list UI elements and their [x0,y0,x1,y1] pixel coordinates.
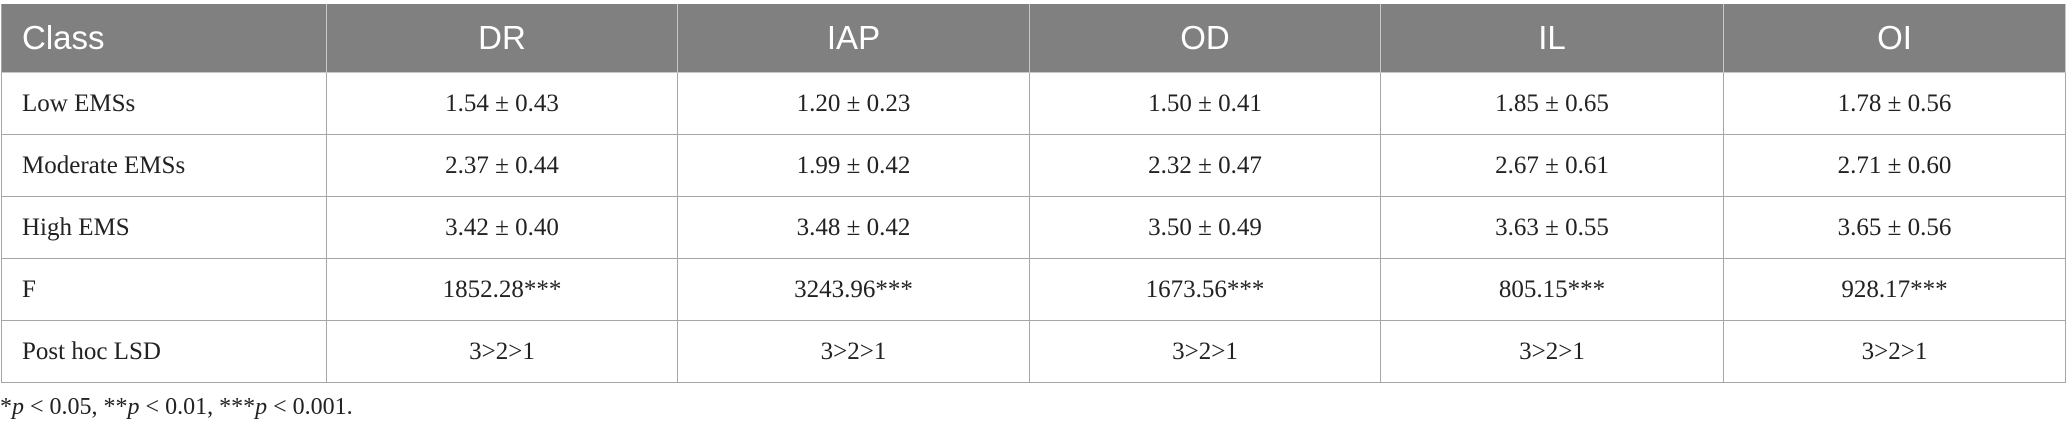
table-cell: 1.78 ± 0.56 [1724,73,2066,135]
table-cell: 1.54 ± 0.43 [327,73,678,135]
table-cell: 1852.28*** [327,259,678,321]
table-cell: 3.48 ± 0.42 [678,197,1030,259]
table-cell: 2.71 ± 0.60 [1724,135,2066,197]
table-cell: 3.63 ± 0.55 [1381,197,1724,259]
footnote: *p < 0.05, **p < 0.01, ***p < 0.001. [0,394,353,421]
table-cell: 805.15*** [1381,259,1724,321]
footnote-part: < 0.05, ** [24,394,128,420]
table-cell: 3>2>1 [327,321,678,383]
header-cell: IAP [678,4,1030,73]
table-cell: F [1,259,327,321]
table-cell: Low EMSs [1,73,327,135]
header-cell: Class [1,4,327,73]
table-cell: 3243.96*** [678,259,1030,321]
table-cell: 3.65 ± 0.56 [1724,197,2066,259]
table-cell: 3>2>1 [678,321,1030,383]
table-cell: 1.85 ± 0.65 [1381,73,1724,135]
table-cell: 3>2>1 [1381,321,1724,383]
footnote-part: < 0.01, *** [139,394,256,420]
table-cell: 2.67 ± 0.61 [1381,135,1724,197]
footnote-part: p [255,394,268,420]
table-cell: 2.32 ± 0.47 [1030,135,1381,197]
footnote-part: p [127,394,140,420]
header-cell: DR [327,4,678,73]
footnote-part: * [0,394,12,420]
footnote-part: < 0.001. [267,394,353,420]
table-cell: Post hoc LSD [1,321,327,383]
table-cell: 1.20 ± 0.23 [678,73,1030,135]
header-cell: OD [1030,4,1381,73]
table-cell: 3>2>1 [1030,321,1381,383]
table-cell: 1.99 ± 0.42 [678,135,1030,197]
table-cell: 2.37 ± 0.44 [327,135,678,197]
table-cell: High EMS [1,197,327,259]
footnote-part: p [12,394,24,420]
table-cell: 3>2>1 [1724,321,2066,383]
table-cell: 3.50 ± 0.49 [1030,197,1381,259]
table-cell: 3.42 ± 0.40 [327,197,678,259]
table-cell: 1673.56*** [1030,259,1381,321]
table-cell: 928.17*** [1724,259,2066,321]
header-cell: OI [1724,4,2066,73]
header-cell: IL [1381,4,1724,73]
table-cell: 1.50 ± 0.41 [1030,73,1381,135]
table-cell: Moderate EMSs [1,135,327,197]
